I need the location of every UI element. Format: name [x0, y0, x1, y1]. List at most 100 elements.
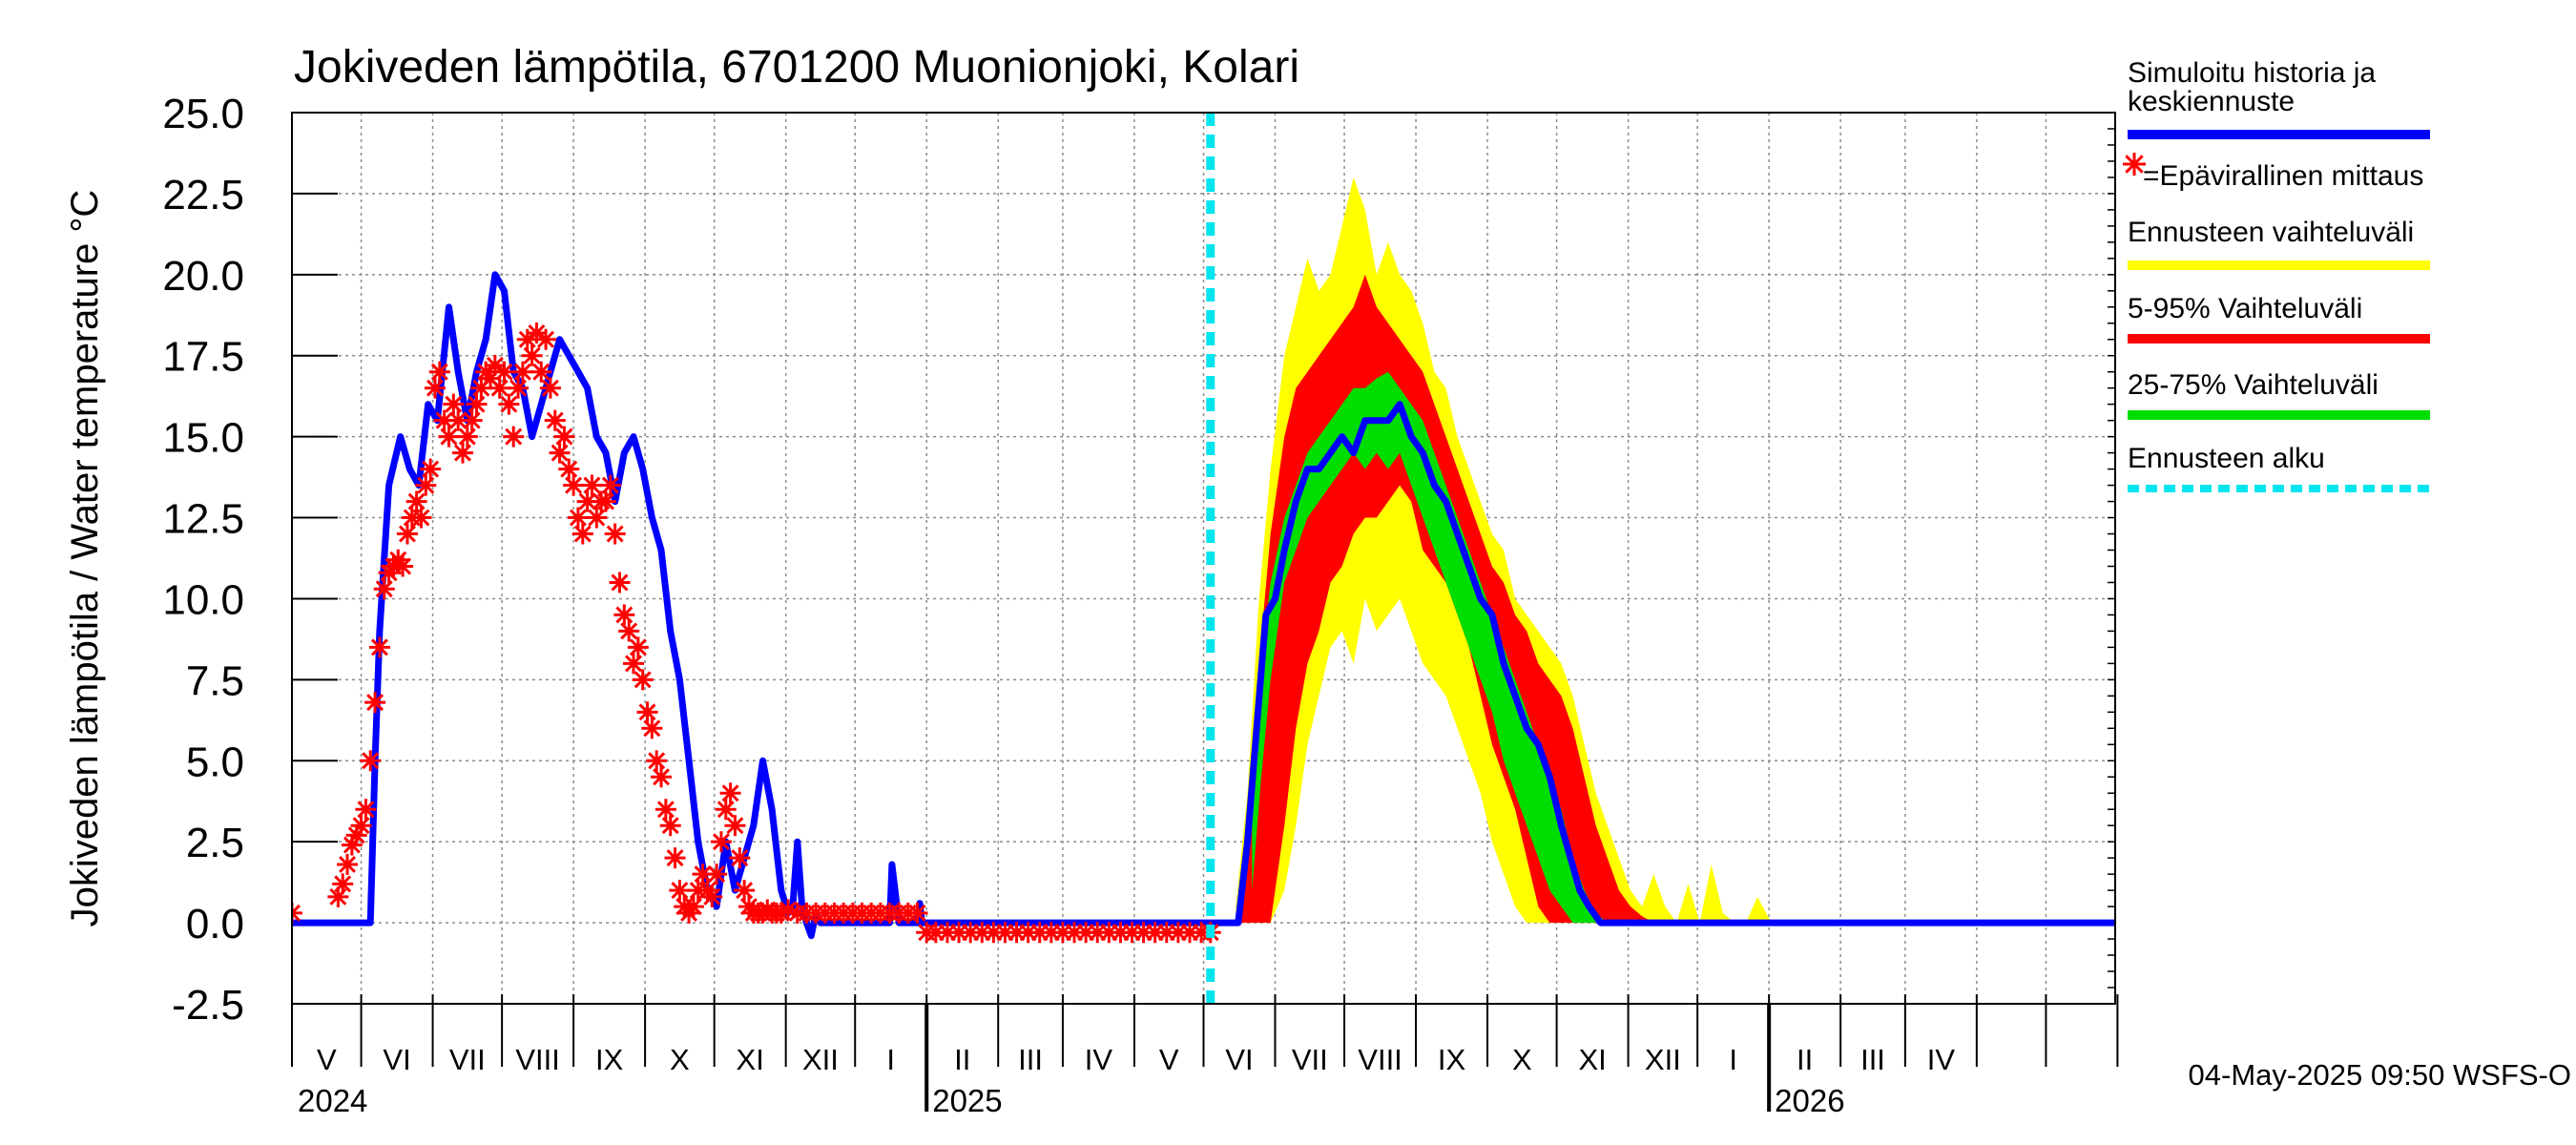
y-tick-label: 12.5 [162, 496, 244, 543]
measurement-marker [535, 328, 557, 350]
measurement-marker [373, 578, 395, 600]
measurement-marker [530, 361, 552, 383]
measurement-marker [594, 490, 616, 512]
legend-label-forecast_range: Ennusteen vaihteluväli [2128, 217, 2414, 248]
legend-label-measured: =Epävirallinen mittaus [2143, 160, 2423, 192]
measurement-marker [332, 873, 354, 895]
measurement-marker [669, 880, 691, 902]
x-month-label: XI [1578, 1043, 1606, 1076]
x-year-label: 2024 [298, 1083, 367, 1118]
measurement-marker [567, 507, 589, 529]
x-month-label: XII [1645, 1043, 1681, 1076]
measurement-marker [654, 799, 676, 821]
chart-title: Jokiveden lämpötila, 6701200 Muonionjoki… [294, 42, 1299, 93]
measurement-marker [292, 902, 302, 924]
measurement-marker [433, 409, 455, 431]
measurement-marker [470, 377, 492, 399]
measurement-marker [392, 555, 414, 577]
measurement-marker [664, 847, 686, 869]
measurement-marker [493, 361, 515, 383]
x-month-label: IV [1927, 1043, 1956, 1076]
x-month-label: VIII [1358, 1043, 1402, 1076]
y-tick-label: 25.0 [162, 91, 244, 137]
measurement-marker [646, 750, 668, 772]
x-month-label: V [317, 1043, 337, 1076]
measurement-marker [456, 426, 478, 448]
measurement-marker [461, 409, 483, 431]
measurement-marker [521, 344, 543, 366]
timestamp: 04-May-2025 09:50 WSFS-O [2189, 1058, 2571, 1092]
measurement-marker [613, 604, 635, 626]
y-tick-label: 0.0 [186, 901, 244, 947]
measurement-marker [428, 361, 450, 383]
measurement-marker [659, 815, 681, 837]
x-month-label: VI [383, 1043, 410, 1076]
measurement-marker [906, 902, 928, 924]
measurement-marker [571, 523, 593, 545]
x-month-label: X [1512, 1043, 1532, 1076]
measurement-marker [350, 815, 372, 837]
measurement-marker [337, 853, 359, 875]
x-month-label: VIII [515, 1043, 560, 1076]
measurement-marker [452, 442, 474, 464]
legend-label-simulated: Simuloitu historia ja [2128, 57, 2376, 89]
measurement-marker [415, 474, 437, 496]
y-tick-label: 7.5 [186, 657, 244, 704]
measurement-marker [424, 377, 446, 399]
measurement-marker [734, 880, 756, 902]
x-month-label: IX [1438, 1043, 1466, 1076]
measurement-marker [549, 442, 571, 464]
measurement-marker [641, 718, 663, 739]
legend-label-forecast_start: Ennusteen alku [2128, 443, 2325, 474]
measurement-marker [508, 377, 530, 399]
range_25_75-band [1252, 371, 1608, 924]
measurement-marker [503, 426, 525, 448]
legend-label-simulated: keskiennuste [2128, 86, 2295, 117]
y-tick-label: -2.5 [172, 982, 244, 1029]
measurement-marker [692, 864, 714, 885]
measurement-marker [636, 701, 658, 723]
legend-label-range_25_75: 25-75% Vaihteluväli [2128, 369, 2379, 401]
measurement-marker [563, 474, 585, 496]
measurement-marker [715, 799, 737, 821]
x-month-label: III [1860, 1043, 1885, 1076]
measurement-marker [443, 393, 465, 415]
measurement-marker [701, 885, 723, 907]
measurement-marker [364, 692, 386, 714]
measurement-marker [405, 490, 427, 512]
measurement-marker [360, 750, 382, 772]
measurement-marker [396, 523, 418, 545]
y-tick-label: 5.0 [186, 739, 244, 785]
measurement-marker [368, 636, 390, 658]
measurement-marker [651, 766, 673, 788]
measurement-marker [623, 653, 645, 675]
measurement-marker [511, 361, 533, 383]
measurement-marker [544, 409, 566, 431]
x-month-label: I [886, 1043, 895, 1076]
measurement-marker [355, 799, 377, 821]
x-axis: V VI VII VIII IX X XI XII I II III IV V VI VII VIII IX X X… [291, 994, 2119, 1118]
measurement-marker [498, 393, 520, 415]
y-tick-label: 22.5 [162, 172, 244, 219]
measurement-marker [466, 393, 488, 415]
measurement-marker [729, 847, 751, 869]
x-year-label: 2026 [1775, 1083, 1844, 1118]
x-year-label: 2025 [932, 1083, 1002, 1118]
x-month-label: II [954, 1043, 970, 1076]
measurement-marker [627, 636, 649, 658]
x-month-label: VII [449, 1043, 486, 1076]
forecast-bands [1236, 177, 1772, 924]
x-month-label: VI [1225, 1043, 1253, 1076]
y-axis-ticks: 25.0 22.5 20.0 17.5 15.0 12.5 10.0 7.5 5.0 2.5 0.0… [162, 91, 2115, 1029]
measurement-marker [581, 474, 603, 496]
measurement-marker [706, 864, 728, 885]
measurement-marker [586, 507, 608, 529]
measurement-marker [682, 896, 704, 918]
y-tick-label: 10.0 [162, 576, 244, 623]
measurement-marker [558, 458, 580, 480]
measurement-marker [539, 377, 561, 399]
measurement-marker [576, 490, 598, 512]
measurement-marker [447, 409, 469, 431]
simulated-line [292, 271, 2115, 940]
